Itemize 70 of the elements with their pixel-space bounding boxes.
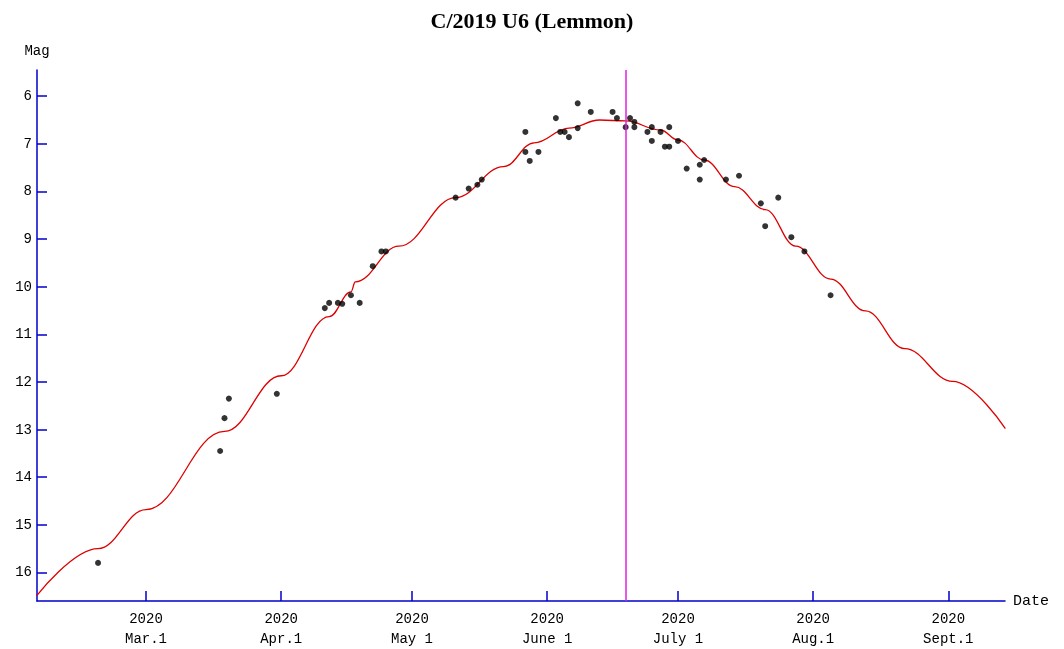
y-tick-label: 13 <box>15 421 32 438</box>
point <box>696 161 703 168</box>
point <box>644 128 651 135</box>
point <box>627 115 634 122</box>
point <box>666 143 673 150</box>
y-tick-label: 6 <box>23 88 32 105</box>
point <box>273 390 280 397</box>
x-tick-label: 2020 May 1 <box>390 611 433 647</box>
point <box>648 124 655 131</box>
y-tick-label: 8 <box>23 183 32 200</box>
point <box>736 172 743 179</box>
point <box>217 447 224 454</box>
point <box>522 148 529 155</box>
point <box>701 157 708 164</box>
y-axis-title: Mag <box>24 43 50 59</box>
point <box>339 300 346 307</box>
point <box>478 176 485 183</box>
point <box>683 165 690 172</box>
point <box>648 137 655 144</box>
y-tick-label: 12 <box>15 373 32 390</box>
point <box>552 115 559 122</box>
point <box>522 128 529 135</box>
point <box>696 176 703 183</box>
point <box>762 223 769 230</box>
point <box>587 108 594 115</box>
x-tick-label: 2020 June 1 <box>521 611 573 647</box>
point <box>801 248 808 255</box>
y-tick-label: 11 <box>15 326 32 343</box>
y-tick-label: 16 <box>15 564 32 581</box>
point <box>609 108 616 115</box>
y-tick-label: 7 <box>23 135 32 152</box>
point <box>474 181 481 188</box>
point <box>347 292 354 299</box>
x-axis-title: Date <box>1013 592 1050 610</box>
y-tick-label: 10 <box>15 278 32 295</box>
point <box>613 115 620 122</box>
point <box>369 263 376 270</box>
point <box>452 194 459 201</box>
point <box>225 395 232 402</box>
point <box>326 299 333 306</box>
x-tick-label: 2020 July 1 <box>652 611 704 647</box>
point <box>221 415 228 422</box>
x-tick-label: 2020 Aug.1 <box>792 611 835 647</box>
point <box>631 124 638 131</box>
point <box>95 559 102 566</box>
point <box>321 305 328 312</box>
point <box>788 234 795 241</box>
y-tick-label: 9 <box>23 231 32 248</box>
point <box>775 194 782 201</box>
point <box>666 124 673 131</box>
point <box>827 292 834 299</box>
point <box>382 248 389 255</box>
point <box>574 125 581 132</box>
point <box>657 128 664 135</box>
point <box>356 299 363 306</box>
y-tick-label: 15 <box>15 516 32 533</box>
chart-title: C/2019 U6 (Lemmon) <box>430 7 634 33</box>
y-tick-label: 14 <box>15 469 32 486</box>
point <box>757 200 764 207</box>
point <box>574 100 581 107</box>
x-tick-label: 2020 Apr.1 <box>260 611 303 647</box>
point <box>565 134 572 141</box>
point <box>526 157 533 164</box>
x-tick-label: 2020 Mar.1 <box>125 611 168 647</box>
x-tick-label: 2020 Sept.1 <box>923 611 974 647</box>
point <box>722 176 729 183</box>
point <box>535 148 542 155</box>
point <box>561 128 568 135</box>
point <box>674 137 681 144</box>
point <box>465 185 472 192</box>
